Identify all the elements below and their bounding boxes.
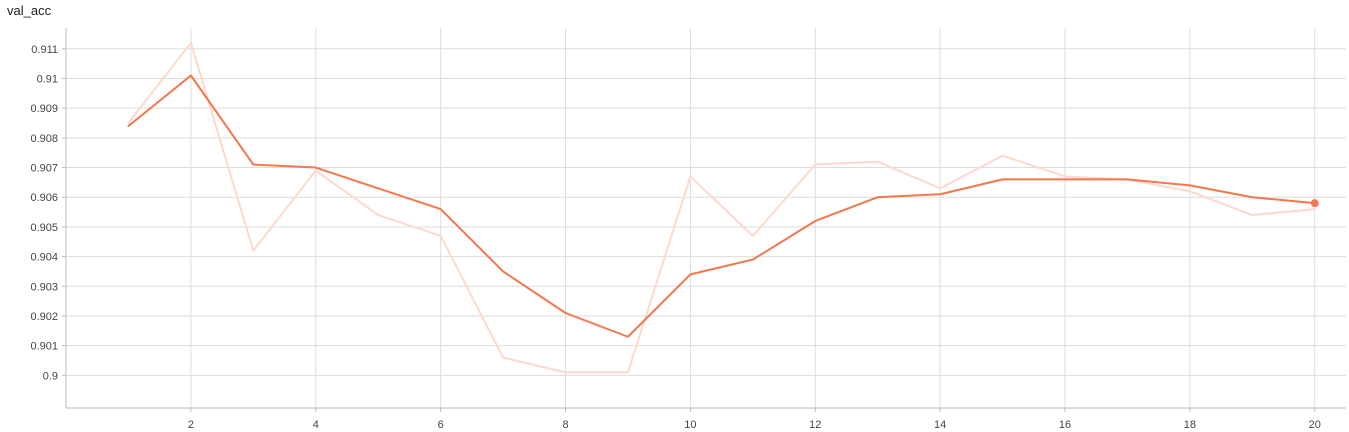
series: [127, 41, 1319, 374]
grid: [66, 28, 1346, 408]
x-tick-label: 16: [1059, 419, 1071, 431]
y-tick-label: 0.9: [43, 370, 58, 382]
y-tick-label: 0.908: [30, 133, 58, 145]
x-tick-label: 20: [1309, 419, 1321, 431]
y-tick-label: 0.901: [30, 341, 58, 353]
y-tick-label: 0.906: [30, 192, 58, 204]
x-tick-label: 12: [809, 419, 821, 431]
x-tick-label: 14: [934, 419, 946, 431]
x-tick-label: 2: [188, 419, 194, 431]
x-tick-label: 18: [1184, 419, 1196, 431]
x-tick-label: 4: [313, 419, 319, 431]
axes: [62, 28, 1346, 412]
x-tick-label: 10: [684, 419, 696, 431]
y-tick-label: 0.909: [30, 103, 58, 115]
x-tick-label: 8: [562, 419, 568, 431]
series-line-raw: [127, 41, 1316, 374]
chart-title: val_acc: [7, 3, 52, 18]
y-tick-label: 0.905: [30, 222, 58, 234]
y-tick-label: 0.902: [30, 311, 58, 323]
y-tick-label: 0.904: [30, 252, 58, 264]
tick-labels: 0.9 0.901 0.902 0.903 0.904 0.905 0.906 0.907 0.…: [30, 44, 1320, 431]
series-line-smoothed: [127, 74, 1316, 338]
y-tick-label: 0.907: [30, 163, 58, 175]
y-tick-label: 0.91: [37, 73, 58, 85]
x-tick-label: 6: [438, 419, 444, 431]
last-point-marker: [1310, 199, 1319, 208]
y-tick-label: 0.903: [30, 281, 58, 293]
y-tick-label: 0.911: [31, 44, 58, 56]
